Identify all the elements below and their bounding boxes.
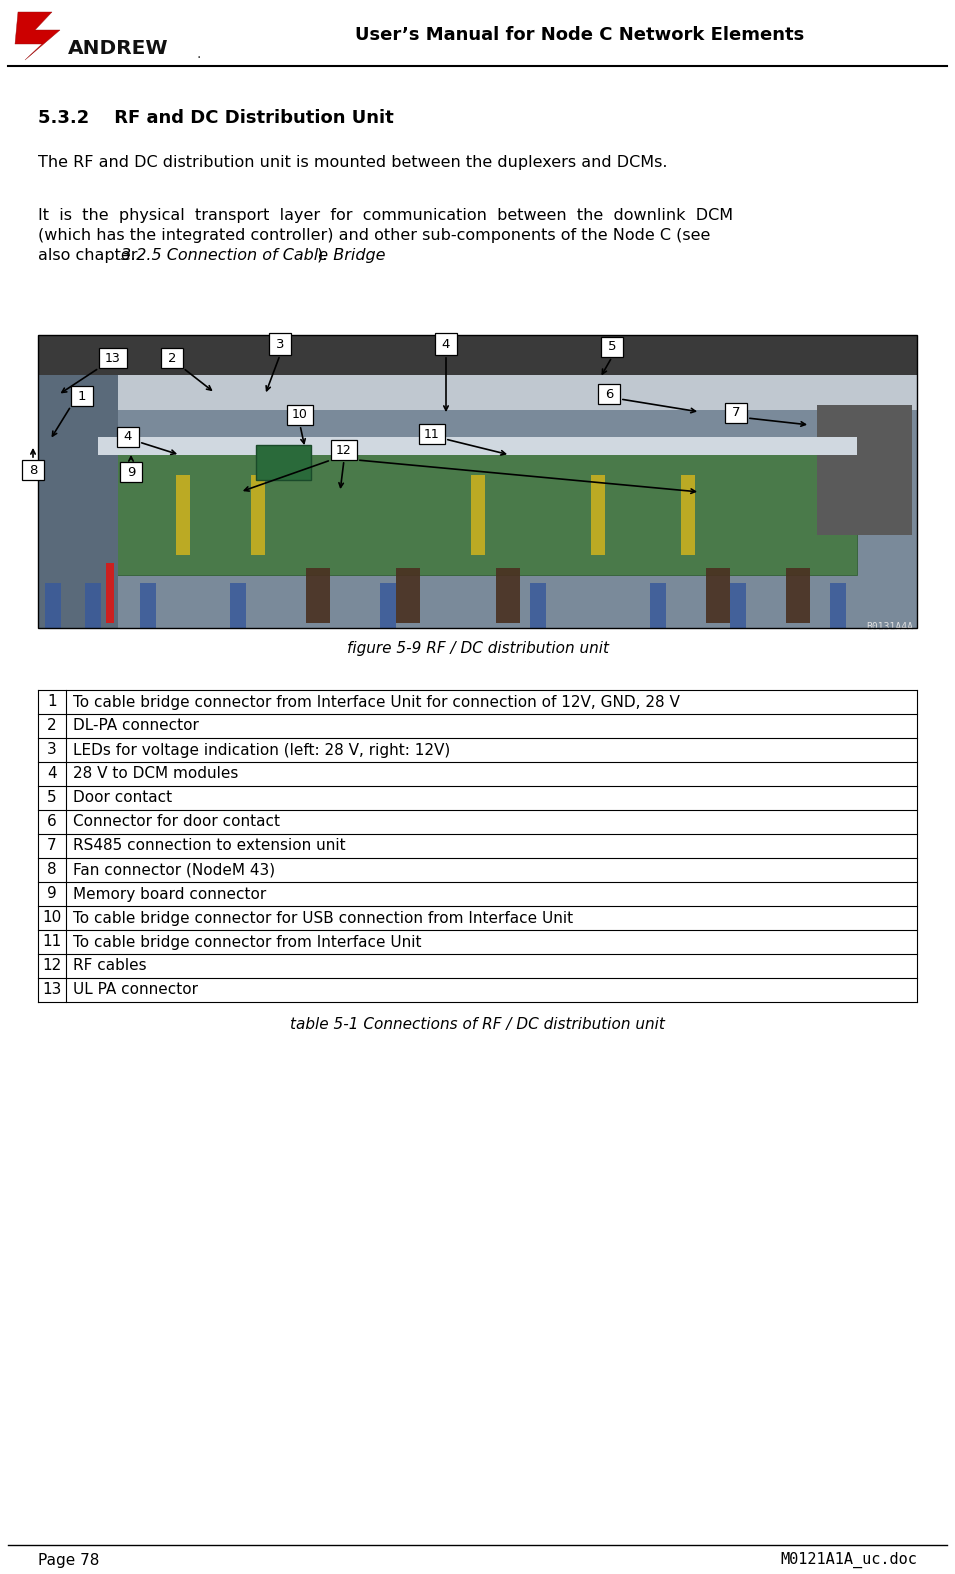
Text: 12: 12 [336,444,351,456]
Text: 3.2.5 Connection of Cable Bridge: 3.2.5 Connection of Cable Bridge [121,249,386,263]
Bar [22,460,44,480]
Text: Page 78: Page 78 [38,1552,99,1568]
Bar [419,423,445,444]
Text: To cable bridge connector from Interface Unit: To cable bridge connector from Interface… [73,935,421,949]
Text: 4: 4 [47,767,56,782]
Text: It  is  the  physical  transport  layer  for  communication  between  the  downl: It is the physical transport layer for c… [38,208,733,224]
Text: 7: 7 [732,406,740,420]
Text: also chapter: also chapter [38,249,142,263]
Text: 13: 13 [105,351,121,365]
Bar [71,386,93,406]
Text: 8: 8 [29,463,37,477]
Text: 11: 11 [424,428,440,441]
Text: 2: 2 [168,351,177,365]
Bar [650,582,666,628]
Text: (which has the integrated controller) and other sub-components of the Node C (se: (which has the integrated controller) an… [38,228,711,242]
Text: 8: 8 [47,863,56,877]
Text: 11: 11 [42,935,62,949]
Text: 5: 5 [47,790,56,806]
Bar [730,582,746,628]
Text: 13: 13 [42,982,62,998]
Bar [817,405,912,535]
Text: Fan connector (NodeM 43): Fan connector (NodeM 43) [73,863,275,877]
Bar [306,568,330,623]
Bar [380,582,396,628]
Bar [117,427,139,447]
Text: Connector for door contact: Connector for door contact [73,814,280,829]
Bar [435,334,457,356]
Bar [98,445,857,575]
Text: Memory board connector: Memory board connector [73,886,266,902]
Bar [396,568,420,623]
Bar [601,337,623,357]
Bar [471,475,485,556]
Bar [786,568,810,623]
Text: To cable bridge connector from Interface Unit for connection of 12V, GND, 28 V: To cable bridge connector from Interface… [73,694,680,710]
Bar [99,348,127,368]
Text: 9: 9 [127,466,136,478]
Bar [269,334,291,356]
Text: .: . [196,47,201,61]
Text: 4: 4 [124,431,132,444]
Text: RS485 connection to extension unit: RS485 connection to extension unit [73,839,346,853]
Bar [106,563,114,623]
Text: The RF and DC distribution unit is mounted between the duplexers and DCMs.: The RF and DC distribution unit is mount… [38,156,668,170]
Text: M0121A1A_uc.doc: M0121A1A_uc.doc [780,1552,917,1568]
Text: 3: 3 [47,743,57,757]
Text: B0131A4A: B0131A4A [866,622,913,633]
Text: 2: 2 [47,718,56,733]
Text: DL-PA connector: DL-PA connector [73,718,199,733]
Bar [230,582,246,628]
Text: User’s Manual for Node C Network Elements: User’s Manual for Node C Network Element… [355,27,805,44]
Bar [161,348,183,368]
Bar [38,335,917,628]
Bar [38,375,917,409]
Text: Door contact: Door contact [73,790,172,806]
Text: 4: 4 [442,337,450,351]
Bar [140,582,156,628]
Bar [706,568,730,623]
Bar [251,475,265,556]
Bar [598,384,620,405]
Bar [331,441,357,460]
Text: 10: 10 [42,910,62,926]
Bar [38,335,917,628]
Bar [681,475,695,556]
Bar [256,445,311,480]
Text: 5.3.2    RF and DC Distribution Unit: 5.3.2 RF and DC Distribution Unit [38,109,393,127]
Text: ).: ). [317,249,329,263]
Polygon shape [15,13,60,60]
Bar [496,568,520,623]
Text: 1: 1 [47,694,56,710]
Bar [725,403,747,423]
Bar [38,375,118,628]
Text: 12: 12 [42,959,62,973]
Bar [530,582,546,628]
Text: UL PA connector: UL PA connector [73,982,198,998]
Text: 6: 6 [47,814,57,829]
Bar [287,405,313,425]
Text: 7: 7 [47,839,56,853]
Text: 6: 6 [605,387,613,400]
Bar [38,335,917,375]
Bar [120,463,142,482]
Bar [98,438,857,455]
Text: LEDs for voltage indication (left: 28 V, right: 12V): LEDs for voltage indication (left: 28 V,… [73,743,450,757]
Bar [176,475,190,556]
Text: 9: 9 [47,886,57,902]
Text: figure 5-9 RF / DC distribution unit: figure 5-9 RF / DC distribution unit [347,641,608,655]
Text: 1: 1 [77,389,86,403]
Text: ANDREW: ANDREW [68,38,169,58]
Text: 10: 10 [292,409,308,422]
Text: RF cables: RF cables [73,959,147,973]
Text: 3: 3 [276,337,285,351]
Text: To cable bridge connector for USB connection from Interface Unit: To cable bridge connector for USB connec… [73,910,573,926]
Text: 28 V to DCM modules: 28 V to DCM modules [73,767,239,782]
Bar [591,475,605,556]
Bar [85,582,101,628]
Text: 5: 5 [607,340,616,354]
Text: table 5-1 Connections of RF / DC distribution unit: table 5-1 Connections of RF / DC distrib… [290,1017,665,1031]
Bar [45,582,61,628]
Bar [830,582,846,628]
